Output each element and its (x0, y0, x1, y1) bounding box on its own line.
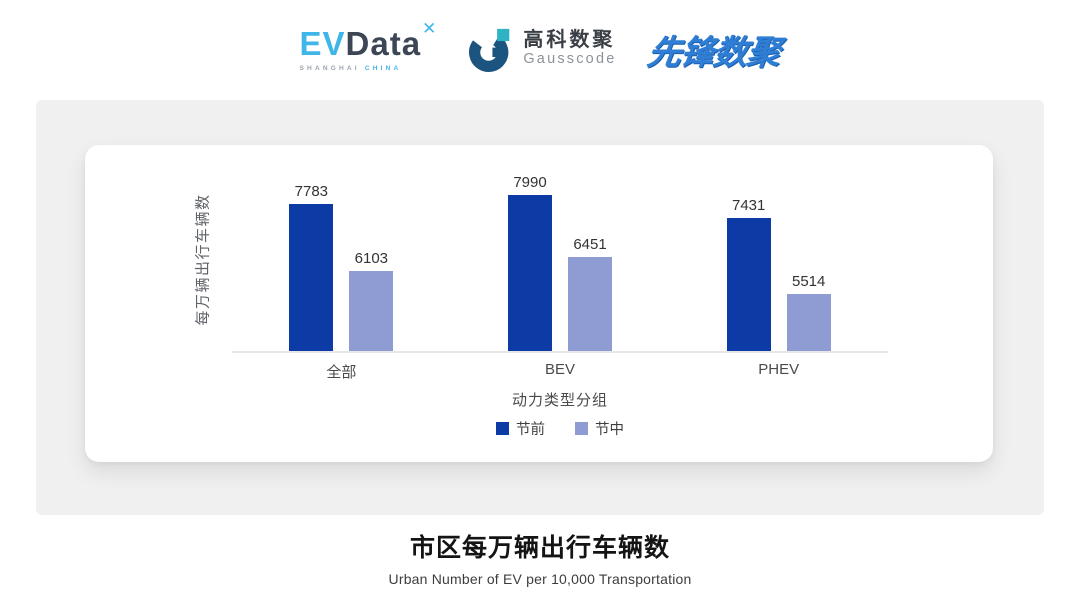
category-axis: 全部 BEV PHEV (232, 361, 888, 382)
chart-panel: 每万辆出行车辆数 7783 6103 7990 6451 7431 5514 全部 BEV P… (36, 100, 1044, 515)
legend-item: 节中 (575, 418, 624, 439)
legend-label: 节中 (595, 422, 624, 438)
category-label: PHEV (758, 361, 800, 378)
chart-card: 每万辆出行车辆数 7783 6103 7990 6451 7431 5514 全部 BEV P… (85, 145, 993, 462)
evdata-wordmark: EV Data ✕ (299, 20, 438, 62)
bar (289, 204, 334, 351)
plot-area: 7783 6103 7990 6451 7431 5514 (232, 165, 888, 353)
chart-subtitle: Urban Number of EV per 10,000 Transporta… (388, 571, 692, 587)
bar (568, 257, 612, 351)
x-axis-title: 动力类型分组 (511, 392, 608, 409)
bar-column: 5514 (786, 273, 831, 351)
category-label: 全部 (326, 364, 357, 381)
gausscode-cn-text: 高科数聚 (523, 29, 616, 52)
evdata-logo: EV Data ✕ SHANGHAI CHINA (299, 20, 438, 72)
evdata-star-icon: ✕ (422, 18, 438, 38)
footer: 市区每万辆出行车辆数 Urban Number of EV per 10,000… (0, 528, 1080, 587)
bar (726, 218, 771, 351)
bar-column: 6103 (349, 250, 394, 351)
evdata-tagline: SHANGHAI CHINA (300, 65, 402, 72)
gausscode-wordmark: 高科数聚 Gausscode (523, 29, 616, 68)
pioneer-logo: 先锋数聚 (645, 33, 783, 72)
y-axis-label: 每万辆出行车辆数 (194, 192, 212, 326)
legend-item: 节前 (496, 418, 545, 439)
bar-column: 6451 (568, 236, 612, 351)
gausscode-en-text: Gausscode (523, 51, 617, 68)
chart-title: 市区每万辆出行车辆数 (409, 534, 670, 562)
bar-value-label: 6451 (573, 236, 607, 253)
legend-swatch-icon (575, 422, 588, 435)
legend: 节前 节中 (232, 418, 888, 439)
bar-column: 7783 (289, 183, 334, 351)
header: EV Data ✕ SHANGHAI CHINA 高科数聚 Gausscode 先锋… (0, 0, 1080, 98)
legend-swatch-icon (496, 422, 509, 435)
bar (349, 271, 394, 351)
bar-column: 7990 (508, 174, 552, 351)
bar-value-label: 7431 (731, 197, 766, 214)
bar-value-label: 7990 (513, 174, 547, 191)
bar-value-label: 5514 (791, 273, 826, 290)
gausscode-g-icon (469, 28, 510, 72)
bar-group: 7783 6103 (232, 165, 451, 351)
evdata-tagline-china: CHINA (364, 64, 402, 72)
evdata-tagline-shanghai: SHANGHAI (299, 64, 360, 72)
bar (508, 195, 552, 351)
evdata-data-text: Data (345, 24, 422, 62)
bar-group: 7990 6451 (451, 165, 670, 351)
category-label: BEV (545, 361, 576, 378)
gausscode-logo: 高科数聚 Gausscode (469, 26, 616, 73)
bar (786, 294, 831, 351)
bar-value-label: 6103 (354, 250, 389, 267)
legend-label: 节前 (516, 422, 545, 438)
bar-column: 7431 (726, 197, 771, 351)
evdata-ev-text: EV (299, 24, 346, 62)
bar-group: 7431 5514 (669, 165, 888, 351)
bar-value-label: 7783 (294, 183, 329, 200)
